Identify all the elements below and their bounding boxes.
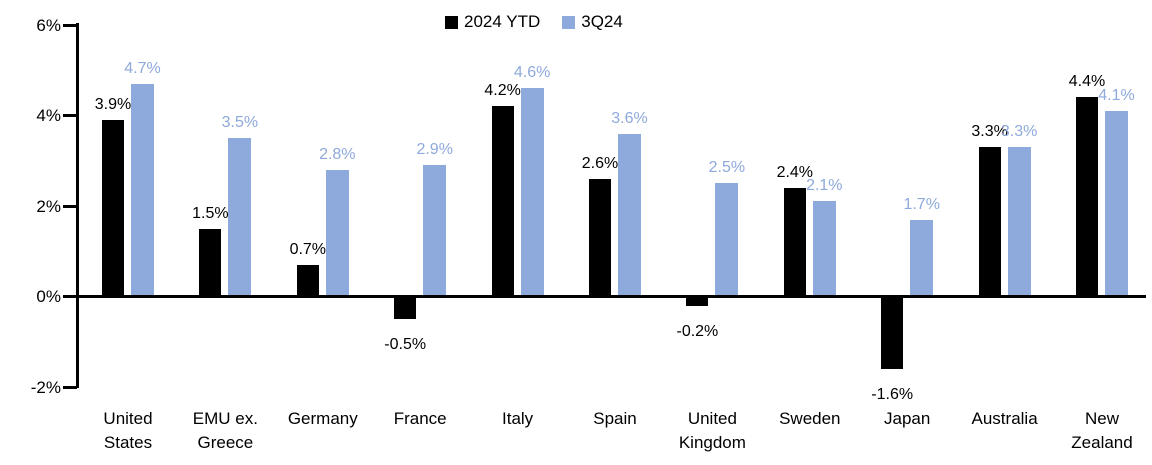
value-label: 4.2% [484, 82, 521, 100]
bar-2024ytd [491, 106, 514, 297]
bar-2024ytd [394, 296, 417, 320]
y-axis-tick [63, 23, 77, 27]
value-label: 2.6% [581, 154, 619, 172]
category-label: Italy [502, 409, 534, 428]
legend-label: 3Q24 [581, 12, 623, 31]
category-label: France [393, 409, 447, 428]
bar-3q24 [618, 133, 641, 297]
legend-item: 2024 YTD [445, 12, 540, 32]
legend: 2024 YTD 3Q24 [445, 12, 623, 32]
bar-3q24 [423, 165, 447, 297]
y-axis-tick [63, 114, 77, 117]
bar-3q24 [1105, 110, 1128, 297]
value-label: 3.5% [221, 114, 259, 132]
category-label: Japan [884, 409, 931, 428]
y-tick-label: 0% [36, 287, 61, 306]
legend-item: 3Q24 [562, 12, 623, 32]
value-label: 4.4% [1068, 73, 1106, 91]
bar-2024ytd [589, 178, 611, 297]
category-label: United States [103, 409, 153, 452]
legend-label: 2024 YTD [464, 12, 541, 31]
bar-2024ytd [978, 147, 1001, 297]
bar-3q24 [325, 169, 349, 297]
value-label: 2.4% [776, 163, 814, 181]
value-label: -0.2% [676, 322, 719, 340]
value-label: 4.1% [1098, 86, 1135, 104]
category-label: Sweden [779, 409, 841, 428]
category-label: Spain [593, 409, 637, 428]
bar-3q24 [228, 138, 252, 297]
value-label: 2.8% [319, 145, 356, 163]
bar-2024ytd [199, 228, 222, 297]
bar-2024ytd [1076, 97, 1098, 297]
y-tick-label: -2% [30, 377, 61, 397]
bar-2024ytd [783, 187, 806, 297]
bar-3q24 [1007, 147, 1031, 297]
y-tick-label: 4% [36, 106, 61, 125]
bar-3q24 [131, 83, 154, 297]
bar-2024ytd [102, 120, 124, 297]
legend-swatch-blue [562, 15, 576, 29]
value-label: 4.6% [513, 64, 551, 82]
category-label: EMU ex. Greece [192, 409, 258, 452]
y-axis-line [76, 23, 79, 388]
category-label: Australia [971, 409, 1038, 428]
value-label: -1.6% [871, 385, 914, 403]
bar-3q24 [812, 201, 836, 297]
value-label: 3.3% [1000, 123, 1038, 141]
bar-2024ytd [296, 264, 319, 297]
value-label: 0.7% [289, 240, 327, 258]
value-label: 1.7% [903, 195, 940, 213]
category-label: United Kingdom [678, 409, 746, 452]
bar-3q24 [715, 183, 739, 297]
category-label: New Zealand [1071, 409, 1133, 452]
value-label: 2.1% [806, 177, 843, 195]
y-axis-tick [63, 295, 77, 298]
category-label: Germany [287, 409, 358, 428]
value-label: 3.6% [611, 109, 648, 127]
value-label: 3.3% [971, 123, 1008, 141]
value-label: 1.5% [192, 204, 229, 222]
y-axis-tick [63, 204, 77, 208]
y-axis-tick [63, 385, 77, 389]
value-label: -0.5% [384, 336, 427, 354]
bar-2024ytd [881, 296, 904, 369]
value-label: 2.5% [708, 159, 746, 177]
bar-3q24 [910, 219, 934, 297]
y-tick-label: 6% [36, 15, 61, 35]
bar-3q24 [520, 88, 544, 297]
y-tick-label: 2% [36, 196, 61, 216]
value-label: 2.9% [416, 141, 453, 159]
legend-swatch-black [445, 15, 458, 29]
bar-2024ytd [686, 296, 709, 306]
value-label: 3.9% [94, 96, 132, 114]
zero-axis-line [77, 295, 1146, 298]
value-label: 4.7% [124, 59, 161, 77]
